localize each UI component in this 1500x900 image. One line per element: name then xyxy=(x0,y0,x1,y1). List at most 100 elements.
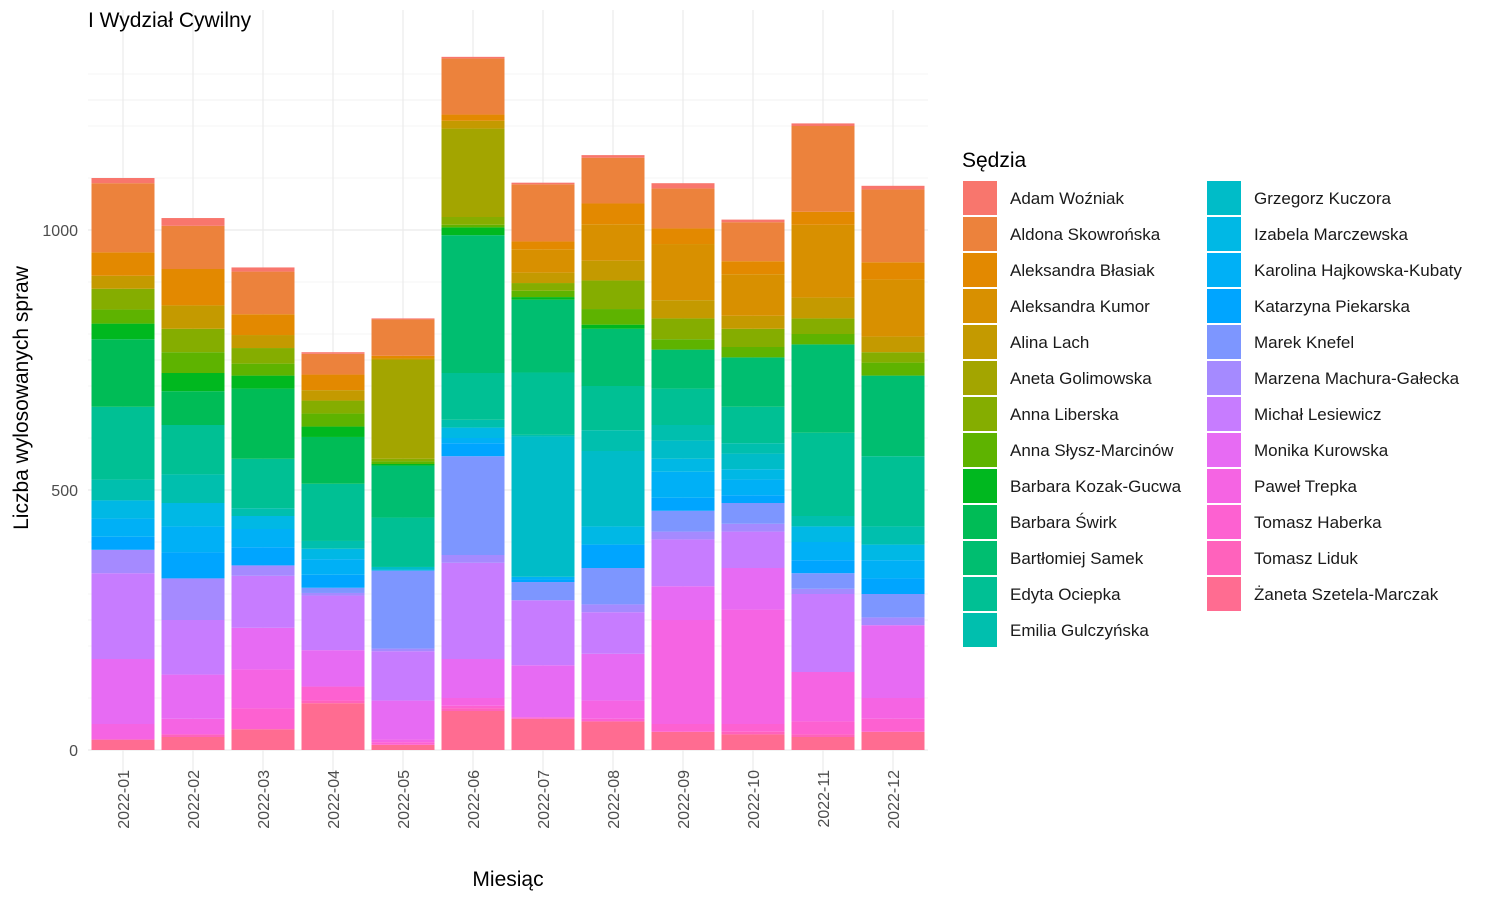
legend-key xyxy=(1207,577,1241,611)
bar-segment xyxy=(371,458,435,462)
bar-segment xyxy=(231,529,295,548)
bar-segment xyxy=(511,272,575,284)
bar-segment xyxy=(791,560,855,574)
legend-key xyxy=(1207,325,1241,359)
bar-segment xyxy=(91,573,155,659)
bar-segment xyxy=(791,542,855,561)
bar-segment xyxy=(371,461,435,464)
bar-segment xyxy=(861,362,925,376)
bar-segment xyxy=(511,283,575,291)
bar-segment xyxy=(721,453,785,470)
legend-key xyxy=(963,289,997,323)
y-tick-label: 1000 xyxy=(42,223,78,240)
bar-segment xyxy=(721,315,785,329)
bar-segment xyxy=(91,339,155,407)
bar-segment xyxy=(91,724,155,740)
x-tick-label: 2022-09 xyxy=(676,770,693,829)
bar-segment xyxy=(231,729,295,750)
bar-segment xyxy=(651,510,715,532)
y-tick-label: 500 xyxy=(51,483,78,500)
legend-label: Izabela Marczewska xyxy=(1254,225,1409,244)
bar-segment xyxy=(231,388,295,459)
bar-segment xyxy=(721,568,785,610)
bar-segment xyxy=(371,700,435,740)
bar-segment xyxy=(301,686,365,701)
bar-segment xyxy=(581,612,645,654)
legend-label: Michał Lesiewicz xyxy=(1254,405,1382,424)
bar-segment xyxy=(651,497,715,511)
bar-segment xyxy=(231,516,295,529)
bar-segment xyxy=(91,518,155,537)
bar-segment xyxy=(231,458,295,509)
bar-segment xyxy=(651,228,715,245)
bar-segment xyxy=(791,737,855,750)
bar-segment xyxy=(581,700,645,719)
bar-segment xyxy=(371,739,435,743)
bar-segment xyxy=(861,718,925,732)
bar-segment xyxy=(861,352,925,363)
legend-label: Adam Woźniak xyxy=(1010,189,1125,208)
bar-segment xyxy=(651,731,715,750)
bar-segment xyxy=(861,189,925,263)
bar-segment xyxy=(581,721,645,750)
bar-segment xyxy=(371,465,435,518)
bar-segment xyxy=(581,604,645,613)
bar-segment xyxy=(861,456,925,527)
bar-segment xyxy=(91,500,155,519)
legend-key xyxy=(1207,505,1241,539)
bar-segment xyxy=(581,430,645,451)
legend-key xyxy=(1207,181,1241,215)
bar-segment xyxy=(371,355,435,359)
bar-segment xyxy=(721,219,785,223)
bar-segment xyxy=(441,224,505,228)
legend-label: Barbara Kozak-Gucwa xyxy=(1010,477,1182,496)
bar-segment xyxy=(231,565,295,576)
bar-segment xyxy=(371,517,435,567)
bar-segment xyxy=(721,469,785,480)
bar-segment xyxy=(581,224,645,261)
bar-segment xyxy=(791,432,855,516)
bar-segment xyxy=(301,352,365,354)
legend-key xyxy=(963,469,997,503)
legend-label: Emilia Gulczyńska xyxy=(1010,621,1149,640)
bar-segment xyxy=(511,241,575,250)
bar-segment xyxy=(371,318,435,320)
legend-key xyxy=(963,613,997,647)
bar-segment xyxy=(231,508,295,516)
bar-segment xyxy=(301,587,365,593)
bar-segment xyxy=(441,128,505,217)
bar-segment xyxy=(651,440,715,459)
bar-segment xyxy=(791,344,855,433)
bar-segment xyxy=(721,523,785,532)
bar-segment xyxy=(301,390,365,401)
bar-segment xyxy=(231,547,295,566)
bar-segment xyxy=(91,323,155,340)
legend-label: Aneta Golimowska xyxy=(1010,369,1152,388)
x-tick-label: 2022-04 xyxy=(326,770,343,829)
bar-segment xyxy=(301,413,365,427)
legend-label: Paweł Trepka xyxy=(1254,477,1358,496)
bar-segment xyxy=(581,526,645,545)
bar-segment xyxy=(371,744,435,750)
bar-segment xyxy=(371,319,435,356)
bar-segment xyxy=(441,708,505,711)
bar-segment xyxy=(651,339,715,350)
bar-segment xyxy=(791,721,855,735)
bar-segment xyxy=(791,672,855,722)
bar-segment xyxy=(581,451,645,527)
bar-segment xyxy=(581,203,645,225)
bar-segment xyxy=(861,698,925,719)
bar-segment xyxy=(91,178,155,184)
legend-key xyxy=(963,577,997,611)
bar-segment xyxy=(581,280,645,310)
x-tick-label: 2022-11 xyxy=(816,770,833,828)
bar-segment xyxy=(511,290,575,298)
bar-segment xyxy=(791,126,855,212)
bar-segment xyxy=(441,114,505,121)
bar-segment xyxy=(581,568,645,605)
bar-segment xyxy=(161,503,225,527)
bar-segment xyxy=(231,375,295,389)
x-tick-label: 2022-10 xyxy=(746,770,763,829)
x-axis-title: Miesiąc xyxy=(472,868,543,891)
bar-segment xyxy=(721,731,785,735)
